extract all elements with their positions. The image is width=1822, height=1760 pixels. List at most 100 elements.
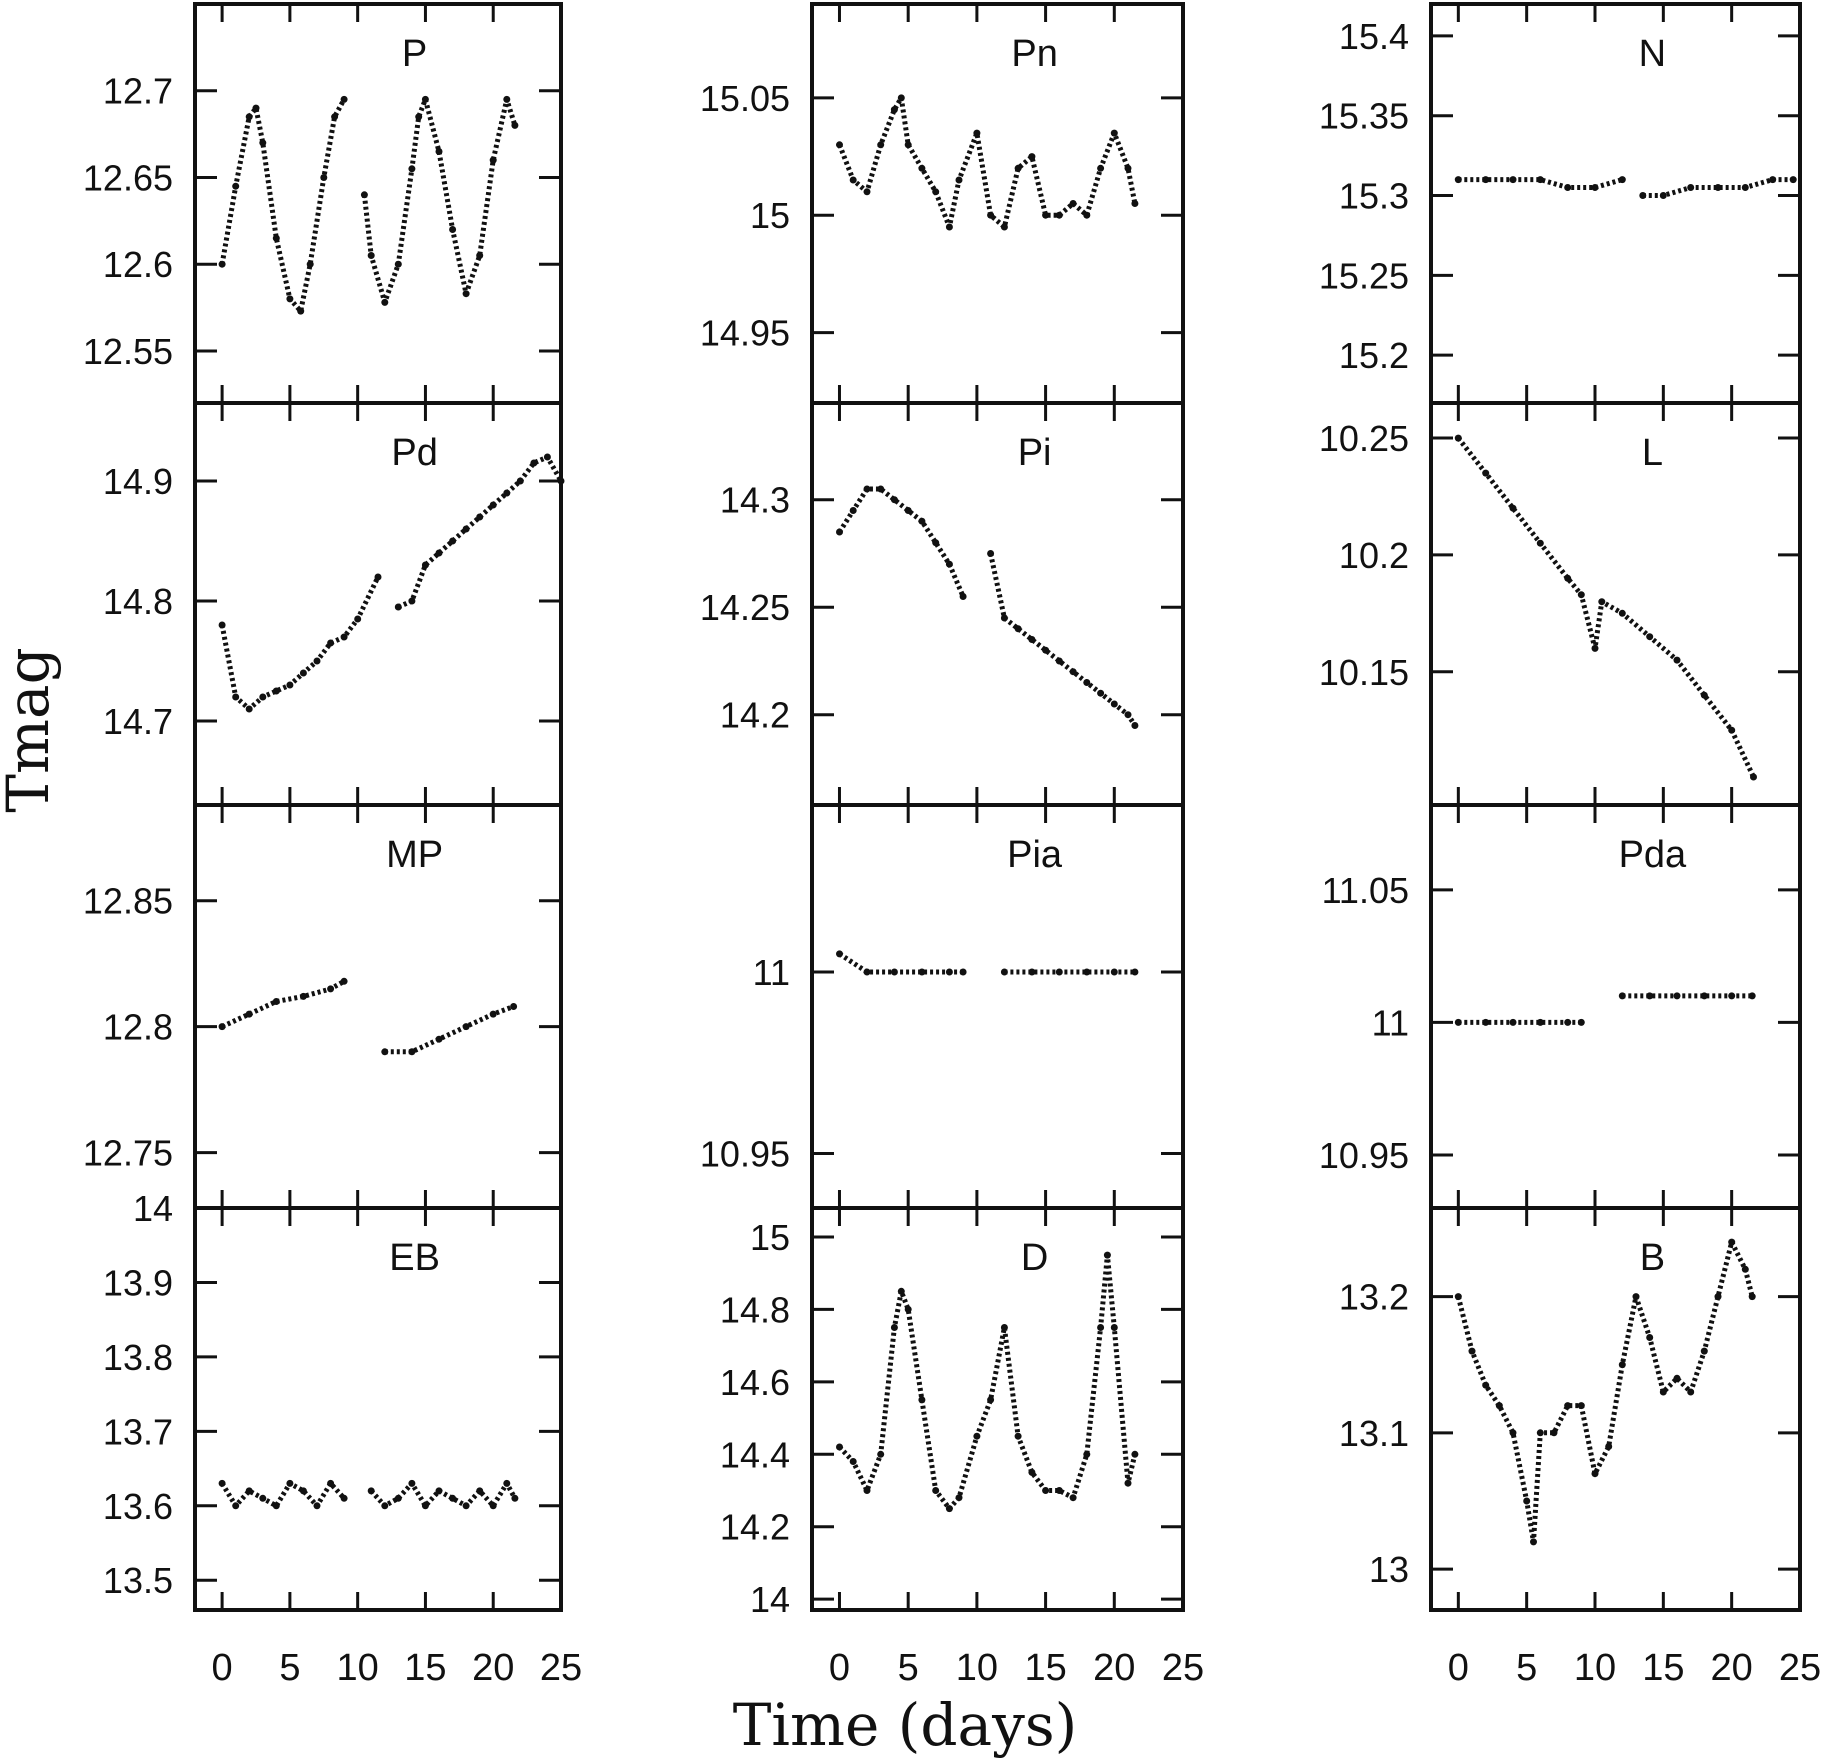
y-tick-label: 12.8	[103, 1007, 173, 1048]
y-tick-label: 10.2	[1339, 535, 1409, 576]
data-point	[918, 164, 926, 172]
data-point	[1000, 968, 1008, 976]
data-point	[1069, 668, 1077, 676]
x-tick-label: 5	[1516, 1647, 1537, 1689]
panel-label: EB	[389, 1237, 440, 1279]
data-point	[394, 603, 402, 611]
data-point	[313, 1502, 321, 1510]
data-point	[1083, 968, 1091, 976]
panel-label: D	[1021, 1237, 1048, 1279]
series-line	[837, 486, 1138, 727]
data-point	[1646, 633, 1654, 641]
data-point	[272, 234, 280, 242]
data-point	[360, 191, 368, 199]
panel-frame	[810, 2, 1185, 405]
y-tick-label: 13.6	[103, 1486, 173, 1527]
data-point	[476, 513, 484, 521]
data-point	[272, 998, 280, 1005]
data-point	[1069, 200, 1077, 207]
data-point	[1000, 614, 1008, 622]
data-point	[1454, 434, 1462, 442]
data-point	[299, 669, 307, 677]
data-point	[367, 252, 375, 259]
data-point	[918, 968, 926, 976]
data-point	[1014, 1432, 1022, 1440]
data-point	[897, 1287, 905, 1295]
x-tick-label: 25	[540, 1647, 582, 1689]
data-point	[1454, 1018, 1462, 1026]
data-point	[1714, 1293, 1722, 1301]
data-point	[286, 1479, 294, 1487]
panel-label: Pn	[1011, 33, 1057, 75]
data-point	[1748, 1293, 1756, 1301]
data-point	[1509, 1429, 1517, 1437]
series-line	[1455, 1239, 1755, 1545]
data-point	[1083, 1450, 1091, 1458]
data-point	[987, 550, 995, 557]
data-point	[252, 104, 260, 112]
data-point	[340, 95, 348, 103]
y-tick-label: 13.5	[103, 1560, 173, 1601]
data-point	[1482, 469, 1490, 477]
panel-label: Pia	[1007, 834, 1063, 876]
data-point	[1728, 726, 1736, 734]
series-line	[837, 1252, 1138, 1512]
data-point	[435, 1487, 443, 1495]
x-tick-label: 15	[1642, 1647, 1684, 1689]
data-point	[1564, 1402, 1572, 1410]
data-point	[381, 298, 389, 306]
data-point	[945, 1505, 953, 1513]
panel-label: P	[402, 33, 427, 75]
data-point	[340, 1494, 348, 1502]
data-point	[1564, 184, 1572, 191]
y-tick-label: 10.95	[700, 1134, 790, 1175]
data-point	[489, 156, 497, 164]
data-point	[1055, 211, 1063, 219]
y-tick-label: 14.2	[720, 695, 790, 736]
data-point	[987, 1396, 995, 1404]
x-tick-label: 5	[279, 1647, 300, 1689]
data-point	[1028, 968, 1036, 976]
data-point	[1482, 176, 1490, 184]
data-point	[286, 681, 294, 689]
data-point	[421, 95, 429, 103]
data-point	[408, 1479, 416, 1487]
data-point	[897, 94, 905, 102]
series-line	[221, 979, 515, 1055]
x-tick-label: 0	[212, 1647, 233, 1689]
data-point	[1700, 992, 1708, 1000]
data-point	[959, 593, 967, 600]
panel-label: B	[1640, 1237, 1665, 1279]
data-point	[1014, 625, 1022, 633]
data-point	[836, 141, 843, 149]
panel-pn: Pn 14.95 15 15.05	[700, 2, 1185, 405]
data-point	[1714, 184, 1722, 191]
data-point	[1042, 1487, 1050, 1494]
data-point	[1055, 968, 1063, 976]
data-point	[1530, 1538, 1537, 1546]
y-tick-label: 11.05	[1322, 870, 1409, 911]
x-tick-label: 10	[1574, 1647, 1616, 1689]
data-point	[1536, 539, 1544, 547]
data-point	[1591, 184, 1599, 191]
y-tick-label: 14.8	[103, 581, 173, 622]
data-point	[1748, 992, 1756, 1000]
data-point	[259, 139, 267, 147]
panel-frame	[1429, 401, 1802, 807]
y-tick-label: 14.95	[700, 313, 790, 354]
data-point	[408, 597, 416, 605]
data-point	[530, 459, 538, 467]
y-tick-label: 15.25	[1319, 255, 1409, 296]
data-point	[877, 485, 885, 493]
panel-label: N	[1639, 33, 1666, 75]
x-tick-label: 15	[1024, 1647, 1066, 1689]
data-point	[863, 188, 871, 196]
data-point	[863, 968, 871, 976]
data-point	[511, 121, 519, 129]
x-tick-label: 25	[1162, 1647, 1204, 1689]
data-point	[1042, 211, 1050, 219]
panel-pd: Pd 14.7 14.8 14.9	[103, 401, 565, 807]
data-point	[503, 489, 511, 497]
data-point	[327, 639, 335, 647]
y-tick-label: 10.15	[1319, 652, 1409, 693]
